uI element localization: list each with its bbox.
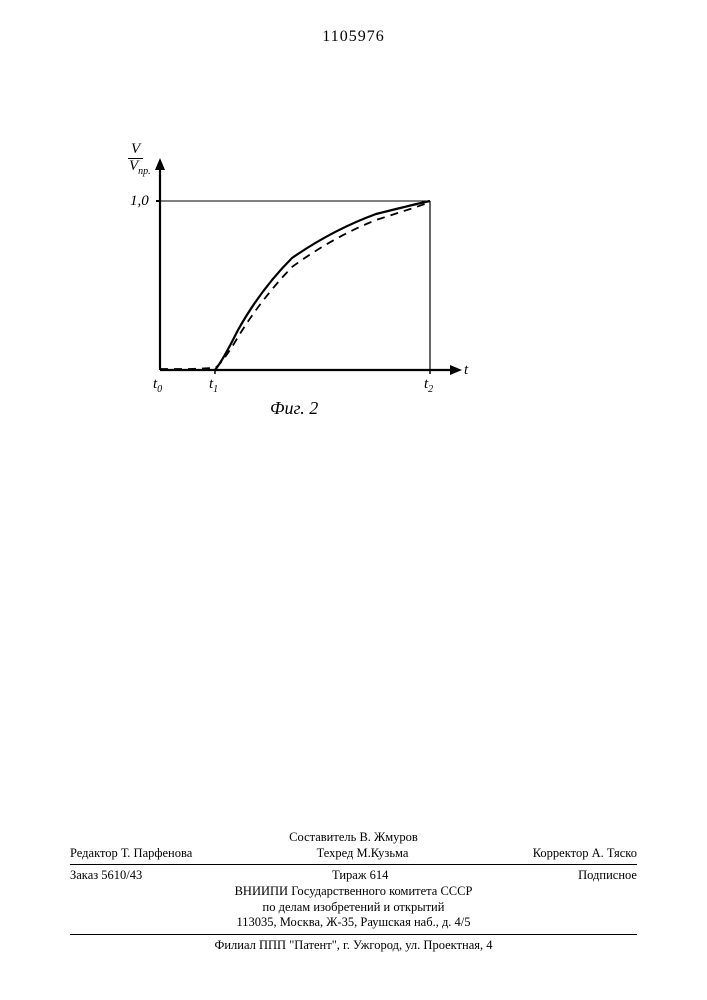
credits-row: Редактор Т. Парфенова Техред М.Кузьма Ко… [70, 846, 637, 862]
y-tick-1: 1,0 [130, 193, 149, 210]
compiler-line: Составитель В. Жмуров [70, 830, 637, 846]
x-axis-label: t [464, 362, 468, 379]
org-line-2: по делам изобретений и открытий [70, 900, 637, 916]
order-row: Заказ 5610/43 Тираж 614 Подписное [70, 868, 637, 884]
corrector: Корректор А. Тяско [533, 846, 637, 862]
editor: Редактор Т. Парфенова [70, 846, 192, 862]
techred: Техред М.Кузьма [317, 846, 409, 862]
x-tick-t1: t1 [209, 376, 218, 395]
order: Заказ 5610/43 [70, 868, 142, 884]
subscription: Подписное [578, 868, 637, 884]
chart: V Vпр. 1,0 t0 t1 t2 t Фиг. 2 [120, 140, 480, 450]
branch-line: Филиал ППП "Патент", г. Ужгород, ул. Про… [70, 938, 637, 954]
circulation: Тираж 614 [332, 868, 388, 884]
y-axis-label: V Vпр. [128, 142, 152, 177]
address-line: 113035, Москва, Ж-35, Раушская наб., д. … [70, 915, 637, 931]
page-number: 1105976 [0, 28, 707, 46]
x-tick-t0: t0 [153, 376, 162, 395]
figure-caption: Фиг. 2 [270, 398, 318, 419]
org-line-1: ВНИИПИ Государственного комитета СССР [70, 884, 637, 900]
x-tick-t2: t2 [424, 376, 433, 395]
footer-block: Составитель В. Жмуров Редактор Т. Парфен… [70, 830, 637, 953]
divider-1 [70, 864, 637, 865]
divider-2 [70, 934, 637, 935]
